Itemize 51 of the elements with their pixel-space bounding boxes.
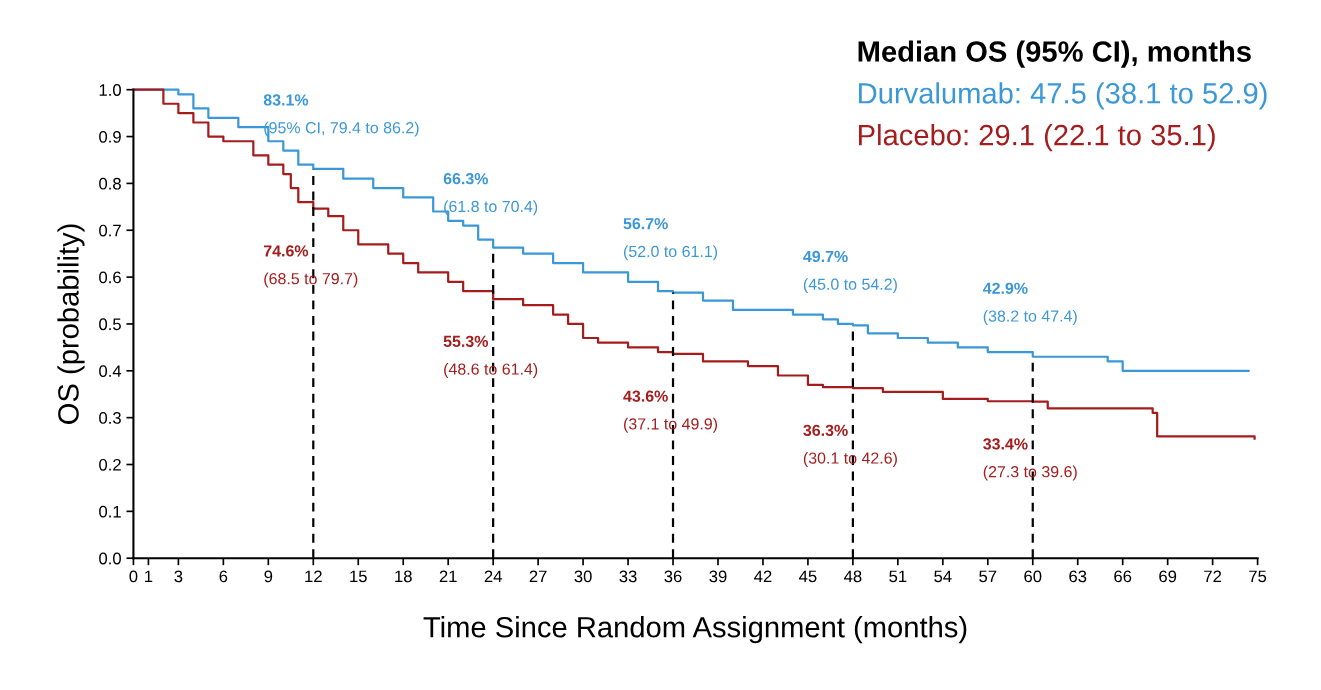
- x-tick-label: 15: [350, 570, 367, 583]
- y-tick-label: 0.9: [99, 130, 121, 143]
- y-tick-label: 0.2: [99, 458, 121, 471]
- x-tick-label: 45: [799, 570, 817, 583]
- y-tick-label: 0.1: [99, 505, 121, 518]
- annotation: 43.6% (37.1 to 49.9): [623, 390, 718, 433]
- y-tick-label: 0.4: [99, 365, 122, 378]
- y-tick-label: 0.6: [99, 271, 121, 284]
- annotation: 74.6% (68.5 to 79.7): [263, 245, 358, 288]
- x-tick-label: 69: [1159, 570, 1177, 583]
- annotation: 49.7% (45.0 to 54.2): [803, 250, 897, 294]
- y-tick-label: 0.8: [99, 177, 121, 190]
- x-tick-label: 66: [1114, 570, 1132, 583]
- x-tick-label: 54: [934, 570, 952, 583]
- text: Durvalumab: 47.5 (38.1 to 52.9): [859, 82, 1267, 110]
- x-tick-label: 63: [1069, 570, 1087, 583]
- y-tick-label: 0.7: [99, 224, 121, 237]
- annotation: 33.4% (27.3 to 39.6): [983, 438, 1077, 481]
- legend-title: Median OS (95% CI), months: [858, 40, 1251, 68]
- y-tick-label: 0.0: [99, 552, 121, 565]
- y-tick-label: 1.0: [99, 84, 121, 96]
- x-tick-label: 51: [889, 570, 907, 583]
- x-tick-label: 3: [174, 570, 183, 583]
- x-tick-label: 12: [305, 570, 322, 583]
- x-tick-label: 9: [264, 570, 273, 583]
- x-tick-label: 39: [709, 570, 727, 583]
- x-tick-label: 0: [129, 570, 138, 583]
- x-tick-label: 24: [484, 570, 502, 583]
- annotation: 55.3% (48.6 to 61.4): [443, 335, 538, 378]
- text: Placebo: 29.1 (22.1 to 35.1): [859, 124, 1215, 152]
- x-tick-label: 6: [219, 570, 228, 583]
- x-tick-label: 57: [979, 570, 997, 583]
- x-tick-label: 33: [619, 570, 637, 583]
- annotation: 42.9% (38.2 to 47.4): [983, 282, 1077, 325]
- x-tick-label: 42: [754, 570, 772, 583]
- annotation: 56.7% (52.0 to 61.1): [623, 217, 718, 261]
- x-tick-label: 30: [574, 570, 592, 583]
- x-tick-label: 36: [664, 570, 682, 583]
- y-axis-title: OS (probability): [57, 224, 85, 424]
- x-tick-label: 27: [529, 570, 547, 583]
- x-tick-label: 72: [1204, 570, 1222, 583]
- x-axis-title: Time Since Random Assignment (months): [423, 616, 967, 644]
- x-tick-label: 75: [1249, 570, 1267, 583]
- annotation: 66.3% (61.8 to 70.4): [443, 173, 538, 216]
- x-tick-label: 48: [844, 570, 862, 583]
- y-tick-label: 0.5: [99, 318, 121, 331]
- x-tick-label: 60: [1024, 570, 1042, 583]
- x-tick-label: 18: [395, 570, 412, 583]
- x-tick-label: 21: [439, 570, 457, 583]
- x-tick-label: 1: [145, 570, 153, 583]
- y-tick-label: 0.3: [99, 412, 121, 424]
